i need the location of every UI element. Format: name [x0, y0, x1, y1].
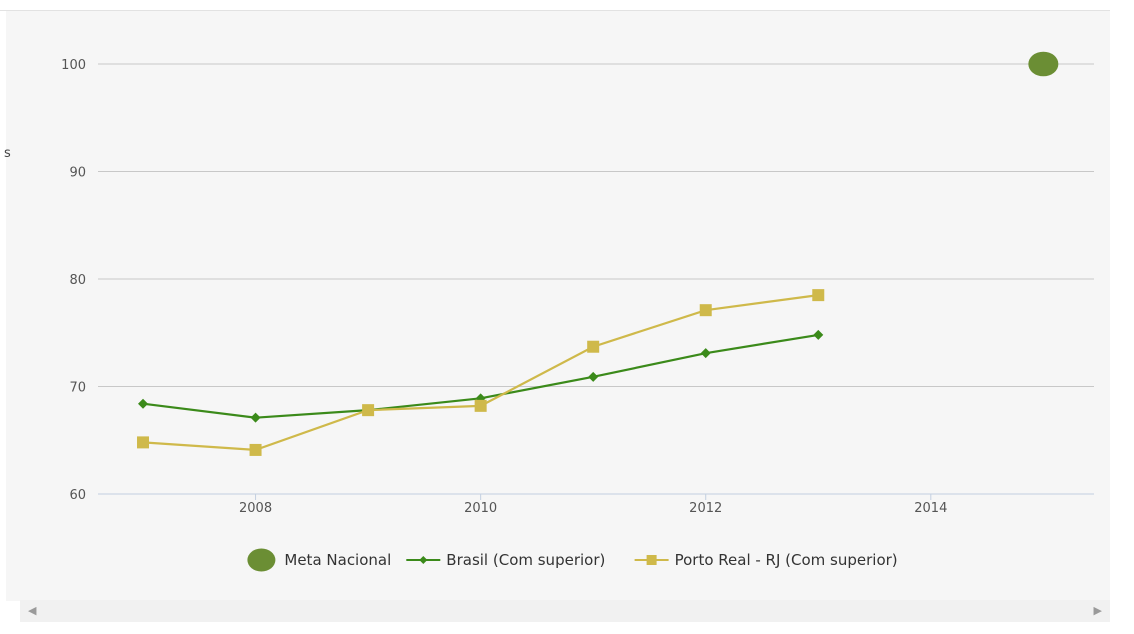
grid-lines	[98, 63, 1094, 495]
x-axis-ticks: 2008 2010 2012 2014	[239, 494, 947, 516]
data-point[interactable]	[699, 304, 712, 317]
legend-item[interactable]: Brasil (Com superior)	[406, 551, 605, 569]
y-tick-label: 90	[69, 166, 86, 181]
top-divider	[0, 10, 1110, 11]
data-point[interactable]	[813, 329, 824, 340]
series-line	[142, 294, 819, 452]
cut-off-axis-label: s	[4, 146, 11, 161]
legend-label: Meta Nacional	[284, 551, 391, 569]
data-point[interactable]	[700, 348, 711, 359]
data-point[interactable]	[812, 289, 825, 302]
data-point[interactable]	[362, 404, 375, 417]
x-tick-label: 2010	[464, 501, 497, 516]
y-tick-label: 80	[69, 273, 86, 288]
data-point[interactable]	[588, 371, 599, 382]
series-2	[137, 289, 825, 456]
x-tick-label: 2008	[239, 501, 272, 516]
data-point[interactable]	[250, 412, 261, 423]
y-axis-ticks: 60 70 80 90 100	[61, 58, 86, 503]
data-point[interactable]	[587, 340, 600, 353]
scroll-right-icon[interactable]: ▶	[1093, 604, 1102, 617]
legend-label: Brasil (Com superior)	[446, 551, 605, 569]
legend-marker[interactable]	[419, 556, 428, 564]
legend-item[interactable]: Meta Nacional	[247, 548, 391, 572]
y-tick-label: 60	[69, 488, 86, 503]
data-point[interactable]	[249, 443, 262, 456]
legend-marker[interactable]	[247, 548, 276, 572]
legend-label: Porto Real - RJ (Com superior)	[675, 551, 898, 569]
x-tick-label: 2014	[914, 501, 947, 516]
scroll-left-icon[interactable]: ◀	[28, 604, 37, 617]
legend[interactable]: Meta Nacional Brasil (Com superior) Porto …	[247, 548, 898, 572]
y-tick-label: 70	[69, 381, 86, 396]
data-point[interactable]	[138, 398, 149, 409]
y-tick-label: 100	[61, 58, 86, 73]
series-0	[1028, 51, 1059, 77]
legend-item[interactable]: Porto Real - RJ (Com superior)	[634, 551, 898, 569]
x-tick-label: 2012	[689, 501, 722, 516]
legend-marker[interactable]	[646, 555, 657, 565]
data-point[interactable]	[1028, 51, 1059, 77]
horizontal-scrollbar[interactable]: ◀ ▶	[20, 600, 1110, 622]
chart-panel	[6, 11, 1110, 601]
data-point[interactable]	[137, 436, 150, 449]
series-group	[137, 51, 1059, 456]
data-point[interactable]	[474, 399, 487, 412]
